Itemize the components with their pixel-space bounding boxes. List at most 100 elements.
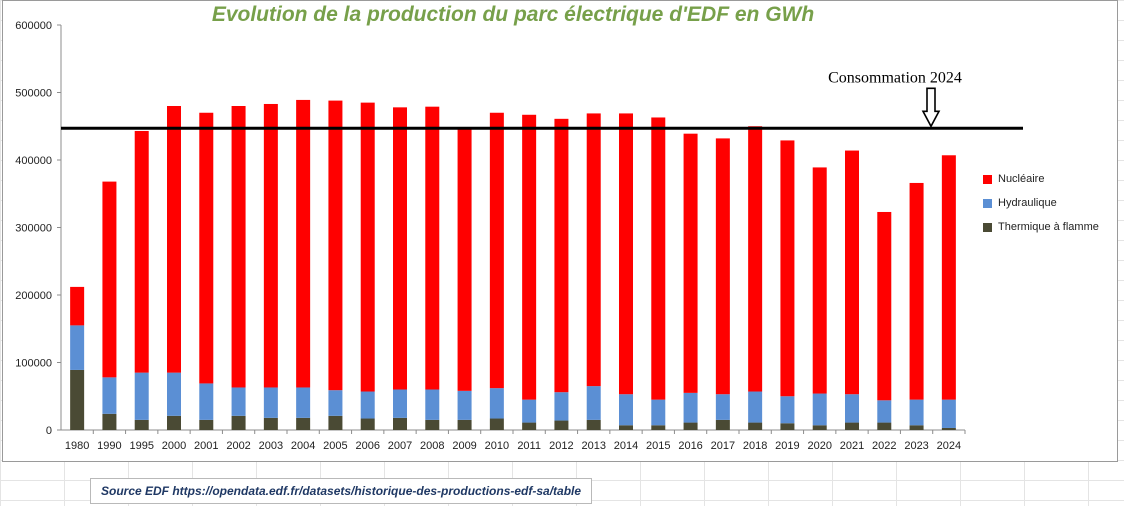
bar-nucleaire-2023 (909, 182, 924, 400)
bar-hydraulique-2014 (619, 394, 633, 426)
x-tick-label: 2007 (388, 440, 412, 452)
chart-area[interactable]: 0 100000 200000 300000 400000 500000 600000 198… (2, 0, 1118, 462)
bar-hydraulique-2007 (393, 389, 407, 418)
x-tick-label: 2023 (904, 440, 928, 452)
chart-plot: 0 100000 200000 300000 400000 500000 600000 198… (15, 20, 1023, 452)
x-tick-label: 2005 (323, 440, 347, 452)
x-tick-label: 2002 (226, 440, 250, 452)
bar-thermique-2015 (651, 425, 666, 430)
source-textbox[interactable]: Source EDF https://opendata.edf.fr/datas… (90, 478, 593, 504)
bar-hydraulique-2004 (296, 387, 311, 418)
bar-nucleaire-2005 (328, 100, 343, 391)
bar-nucleaire-2007 (393, 107, 407, 390)
bar-hydraulique-2009 (457, 390, 472, 420)
bar-nucleaire-2016 (683, 133, 698, 393)
bar-hydraulique-1995 (134, 372, 149, 420)
bar-hydraulique-2012 (554, 392, 569, 421)
bar-hydraulique-2008 (425, 389, 440, 420)
bar-hydraulique-2000 (167, 372, 181, 416)
bar-hydraulique-2020 (812, 393, 827, 426)
bar-nucleaire-2014 (619, 113, 633, 395)
bar-hydraulique-2024 (941, 399, 956, 428)
bar-hydraulique-2019 (780, 396, 795, 424)
x-tick-label: 2011 (517, 440, 541, 452)
legend-item-thermique: Thermique à flamme (983, 219, 1099, 235)
bar-nucleaire-2012 (554, 118, 569, 393)
bar-nucleaire-2001 (199, 112, 214, 384)
bar-nucleaire-2015 (651, 117, 666, 400)
x-tick-label: 2014 (614, 440, 638, 452)
bar-thermique-2013 (586, 419, 601, 430)
bar-thermique-2008 (425, 419, 440, 430)
down-arrow-icon (921, 87, 941, 128)
bar-nucleaire-2008 (425, 106, 440, 390)
bar-thermique-2001 (199, 419, 214, 430)
x-tick-label: 2004 (291, 440, 315, 452)
bar-nucleaire-2002 (231, 106, 246, 388)
x-tick-label: 1990 (97, 440, 121, 452)
bar-hydraulique-2021 (845, 394, 859, 423)
bar-nucleaire-2010 (489, 112, 504, 389)
y-tick-label: 400000 (15, 155, 52, 167)
x-tick-label: 2021 (840, 440, 864, 452)
bar-hydraulique-2016 (683, 392, 698, 423)
x-tick-label: 2015 (646, 440, 670, 452)
bar-thermique-2009 (457, 419, 472, 430)
y-tick-label: 200000 (15, 290, 52, 302)
bar-thermique-2002 (231, 415, 246, 430)
x-tick-label: 2022 (872, 440, 896, 452)
source-text: Source EDF https://opendata.edf.fr/datas… (101, 484, 582, 498)
bar-nucleaire-2009 (457, 127, 472, 391)
legend-item-hydraulique: Hydraulique (983, 195, 1057, 211)
x-tick-label: 2012 (549, 440, 573, 452)
x-tick-label: 2003 (259, 440, 283, 452)
bar-hydraulique-2005 (328, 390, 343, 416)
y-tick-label: 100000 (15, 358, 52, 370)
bar-hydraulique-2002 (231, 387, 246, 416)
bar-nucleaire-2013 (586, 113, 601, 387)
bar-thermique-2018 (748, 422, 763, 430)
bar-hydraulique-2018 (748, 391, 763, 423)
bar-thermique-2022 (877, 422, 892, 430)
chart-title: Evolution de la production du parc élect… (211, 3, 815, 26)
bar-hydraulique-2003 (263, 387, 278, 418)
x-tick-label: 2019 (775, 440, 799, 452)
bar-hydraulique-2023 (909, 399, 924, 426)
bar-nucleaire-1995 (134, 130, 149, 373)
bar-thermique-2007 (393, 417, 407, 430)
bar-hydraulique-2006 (360, 391, 375, 419)
x-tick-label: 2017 (711, 440, 735, 452)
bar-thermique-2024 (941, 427, 956, 430)
bar-nucleaire-2006 (360, 102, 375, 392)
bar-nucleaire-1980 (70, 286, 85, 326)
bar-nucleaire-2000 (167, 106, 181, 373)
bar-thermique-2021 (845, 422, 859, 430)
x-tick-label: 1995 (129, 440, 153, 452)
y-tick-label: 0 (46, 425, 52, 437)
bar-thermique-1980 (70, 369, 85, 430)
y-tick-label: 300000 (15, 223, 52, 235)
bar-thermique-2016 (683, 422, 698, 430)
bar-thermique-1995 (134, 419, 149, 430)
bar-thermique-2010 (489, 418, 504, 430)
bar-nucleaire-2011 (522, 114, 537, 400)
x-tick-label: 1980 (65, 440, 89, 452)
x-tick-label: 2000 (162, 440, 186, 452)
bar-thermique-2019 (780, 423, 795, 430)
legend-swatch-nucleaire (983, 174, 992, 184)
bar-nucleaire-2018 (748, 126, 763, 392)
bar-nucleaire-2020 (812, 167, 827, 394)
bar-nucleaire-2017 (715, 138, 730, 395)
bar-nucleaire-2003 (263, 103, 278, 388)
bar-nucleaire-1990 (102, 181, 117, 378)
bar-nucleaire-2022 (877, 211, 892, 401)
x-tick-label: 2008 (420, 440, 444, 452)
bar-thermique-2003 (263, 417, 278, 430)
x-tick-label: 2006 (355, 440, 379, 452)
bar-nucleaire-2021 (845, 150, 859, 395)
bar-hydraulique-1990 (102, 377, 117, 414)
bar-thermique-2017 (715, 419, 730, 430)
y-tick-label: 500000 (15, 88, 52, 100)
bar-thermique-1990 (102, 413, 117, 430)
bar-hydraulique-2013 (586, 386, 601, 420)
